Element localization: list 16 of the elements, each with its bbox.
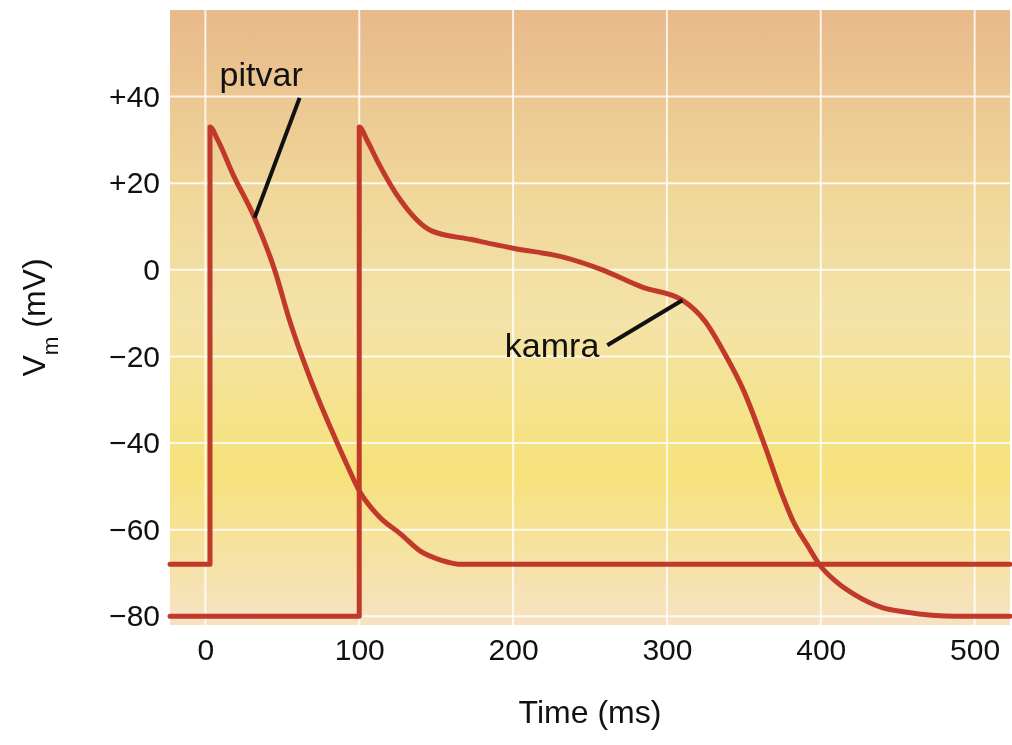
x-tick-label: 400 — [796, 633, 847, 667]
y-tick-label: −20 — [109, 339, 160, 373]
x-tick-label: 200 — [488, 633, 539, 667]
y-tick-label: −60 — [109, 512, 160, 546]
y-tick-label: 0 — [143, 252, 160, 286]
x-axis-title: Time (ms) — [518, 694, 662, 730]
annotation: kamra — [504, 326, 600, 365]
y-tick-label: +40 — [109, 79, 160, 113]
x-tick-label: 300 — [642, 633, 693, 667]
y-tick-label: +20 — [109, 166, 160, 200]
annotation: pitvar — [219, 54, 303, 93]
x-tick-label: 100 — [334, 633, 385, 667]
x-tick-label: 500 — [950, 633, 1001, 667]
y-tick-label: −80 — [109, 599, 160, 633]
y-tick-label: −40 — [109, 426, 160, 460]
x-tick-label: 0 — [197, 633, 215, 667]
